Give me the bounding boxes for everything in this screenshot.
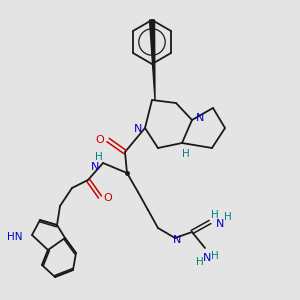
Polygon shape [149, 20, 155, 100]
Text: N: N [203, 253, 211, 263]
Text: N: N [173, 235, 181, 245]
Text: H: H [182, 149, 190, 159]
Text: H: H [196, 257, 204, 267]
Text: H: H [211, 251, 219, 261]
Text: N: N [134, 124, 142, 134]
Text: HN: HN [7, 232, 22, 242]
Text: N: N [196, 113, 204, 123]
Text: H: H [211, 210, 219, 220]
Text: H: H [224, 212, 232, 222]
Text: N: N [216, 219, 224, 229]
Text: O: O [96, 135, 104, 145]
Text: O: O [103, 193, 112, 203]
Text: H: H [95, 152, 103, 162]
Text: N: N [91, 162, 99, 172]
